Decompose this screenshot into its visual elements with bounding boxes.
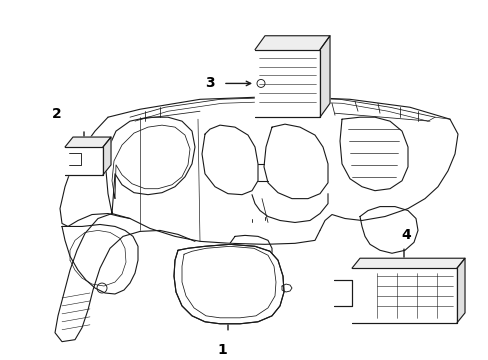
Polygon shape <box>174 244 284 324</box>
Polygon shape <box>456 258 464 323</box>
Polygon shape <box>282 284 291 292</box>
Polygon shape <box>333 280 351 306</box>
Text: 4: 4 <box>400 228 410 242</box>
Text: 1: 1 <box>217 343 226 357</box>
Polygon shape <box>254 36 329 50</box>
Polygon shape <box>65 137 111 147</box>
Text: 3: 3 <box>205 76 215 90</box>
Polygon shape <box>351 258 464 268</box>
Polygon shape <box>319 36 329 117</box>
Text: 2: 2 <box>52 107 62 121</box>
Polygon shape <box>103 137 111 175</box>
Polygon shape <box>254 50 319 117</box>
Polygon shape <box>351 268 456 323</box>
Polygon shape <box>65 147 103 175</box>
